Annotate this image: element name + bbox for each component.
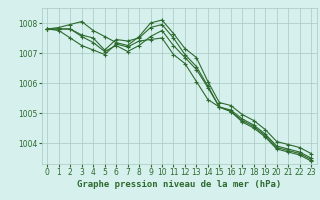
X-axis label: Graphe pression niveau de la mer (hPa): Graphe pression niveau de la mer (hPa) — [77, 180, 281, 189]
